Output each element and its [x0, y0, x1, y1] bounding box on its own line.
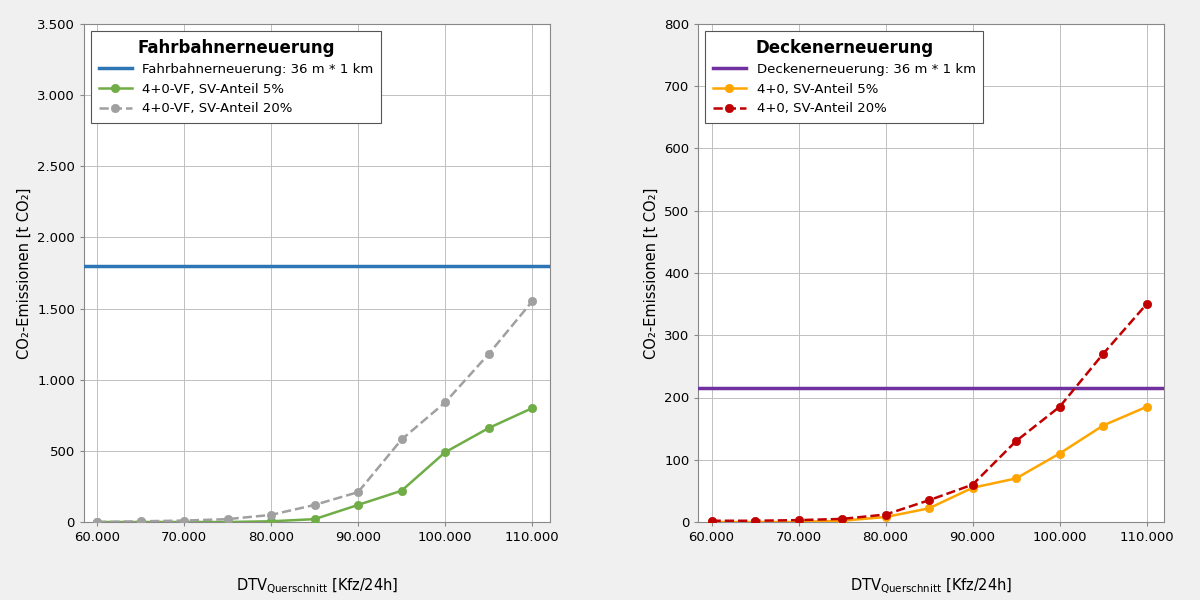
- Line: 4+0-VF, SV-Anteil 5%: 4+0-VF, SV-Anteil 5%: [92, 404, 536, 526]
- Line: 4+0, SV-Anteil 5%: 4+0, SV-Anteil 5%: [707, 403, 1151, 526]
- 4+0, SV-Anteil 20%: [1052, 403, 1067, 410]
- 4+0-VF, SV-Anteil 20%: [264, 511, 278, 518]
- 4+0, SV-Anteil 20%: [704, 517, 719, 524]
- 4+0, SV-Anteil 20%: [965, 481, 979, 488]
- 4+0-VF, SV-Anteil 20%: [221, 515, 235, 523]
- 4+0-VF, SV-Anteil 5%: [307, 515, 322, 523]
- 4+0-VF, SV-Anteil 20%: [133, 518, 148, 525]
- 4+0, SV-Anteil 5%: [922, 505, 936, 512]
- 4+0-VF, SV-Anteil 20%: [90, 518, 104, 526]
- 4+0, SV-Anteil 20%: [922, 497, 936, 504]
- 4+0, SV-Anteil 5%: [1139, 403, 1153, 410]
- 4+0, SV-Anteil 5%: [878, 514, 893, 521]
- 4+0-VF, SV-Anteil 20%: [524, 298, 539, 305]
- 4+0-VF, SV-Anteil 5%: [524, 404, 539, 412]
- 4+0, SV-Anteil 20%: [1096, 350, 1110, 358]
- 4+0, SV-Anteil 20%: [748, 517, 762, 524]
- 4+0, SV-Anteil 5%: [748, 518, 762, 526]
- 4+0, SV-Anteil 20%: [1139, 301, 1153, 308]
- 4+0-VF, SV-Anteil 20%: [438, 399, 452, 406]
- 4+0-VF, SV-Anteil 20%: [176, 517, 191, 524]
- 4+0, SV-Anteil 20%: [791, 517, 805, 524]
- Text: DTV$_\mathregular{Querschnitt}$ [Kfz/24h]: DTV$_\mathregular{Querschnitt}$ [Kfz/24h…: [850, 577, 1013, 596]
- Legend: Fahrbahnerneuerung: 36 m * 1 km, 4+0-VF, SV-Anteil 5%, 4+0-VF, SV-Anteil 20%: Fahrbahnerneuerung: 36 m * 1 km, 4+0-VF,…: [90, 31, 382, 123]
- 4+0-VF, SV-Anteil 5%: [90, 518, 104, 526]
- 4+0, SV-Anteil 5%: [704, 518, 719, 526]
- Y-axis label: CO₂-Emissionen [t CO₂]: CO₂-Emissionen [t CO₂]: [643, 187, 659, 359]
- 4+0-VF, SV-Anteil 20%: [395, 436, 409, 443]
- 4+0-VF, SV-Anteil 5%: [133, 518, 148, 526]
- 4+0, SV-Anteil 5%: [1096, 422, 1110, 429]
- 4+0-VF, SV-Anteil 20%: [350, 488, 365, 496]
- 4+0, SV-Anteil 5%: [1009, 475, 1024, 482]
- 4+0-VF, SV-Anteil 5%: [350, 502, 365, 509]
- 4+0-VF, SV-Anteil 5%: [264, 518, 278, 525]
- 4+0-VF, SV-Anteil 5%: [481, 424, 496, 431]
- 4+0-VF, SV-Anteil 5%: [176, 518, 191, 526]
- 4+0, SV-Anteil 20%: [835, 515, 850, 523]
- Text: DTV$_\mathregular{Querschnitt}$ [Kfz/24h]: DTV$_\mathregular{Querschnitt}$ [Kfz/24h…: [235, 577, 398, 596]
- Legend: Deckenerneuerung: 36 m * 1 km, 4+0, SV-Anteil 5%, 4+0, SV-Anteil 20%: Deckenerneuerung: 36 m * 1 km, 4+0, SV-A…: [706, 31, 984, 123]
- 4+0-VF, SV-Anteil 5%: [221, 518, 235, 526]
- 4+0, SV-Anteil 5%: [791, 518, 805, 526]
- 4+0, SV-Anteil 5%: [1052, 450, 1067, 457]
- 4+0-VF, SV-Anteil 20%: [481, 350, 496, 358]
- 4+0, SV-Anteil 20%: [878, 511, 893, 518]
- 4+0-VF, SV-Anteil 20%: [307, 502, 322, 509]
- 4+0, SV-Anteil 5%: [965, 484, 979, 491]
- Line: 4+0, SV-Anteil 20%: 4+0, SV-Anteil 20%: [707, 300, 1151, 525]
- Deckenerneuerung: 36 m * 1 km: (1, 215): 36 m * 1 km: (1, 215): [182, 385, 197, 392]
- 4+0, SV-Anteil 5%: [835, 517, 850, 524]
- Y-axis label: CO₂-Emissionen [t CO₂]: CO₂-Emissionen [t CO₂]: [17, 187, 31, 359]
- Deckenerneuerung: 36 m * 1 km: (0, 215): 36 m * 1 km: (0, 215): [182, 385, 197, 392]
- 4+0-VF, SV-Anteil 5%: [395, 487, 409, 494]
- 4+0-VF, SV-Anteil 5%: [438, 449, 452, 456]
- 4+0, SV-Anteil 20%: [1009, 437, 1024, 445]
- Line: 4+0-VF, SV-Anteil 20%: 4+0-VF, SV-Anteil 20%: [92, 297, 536, 526]
